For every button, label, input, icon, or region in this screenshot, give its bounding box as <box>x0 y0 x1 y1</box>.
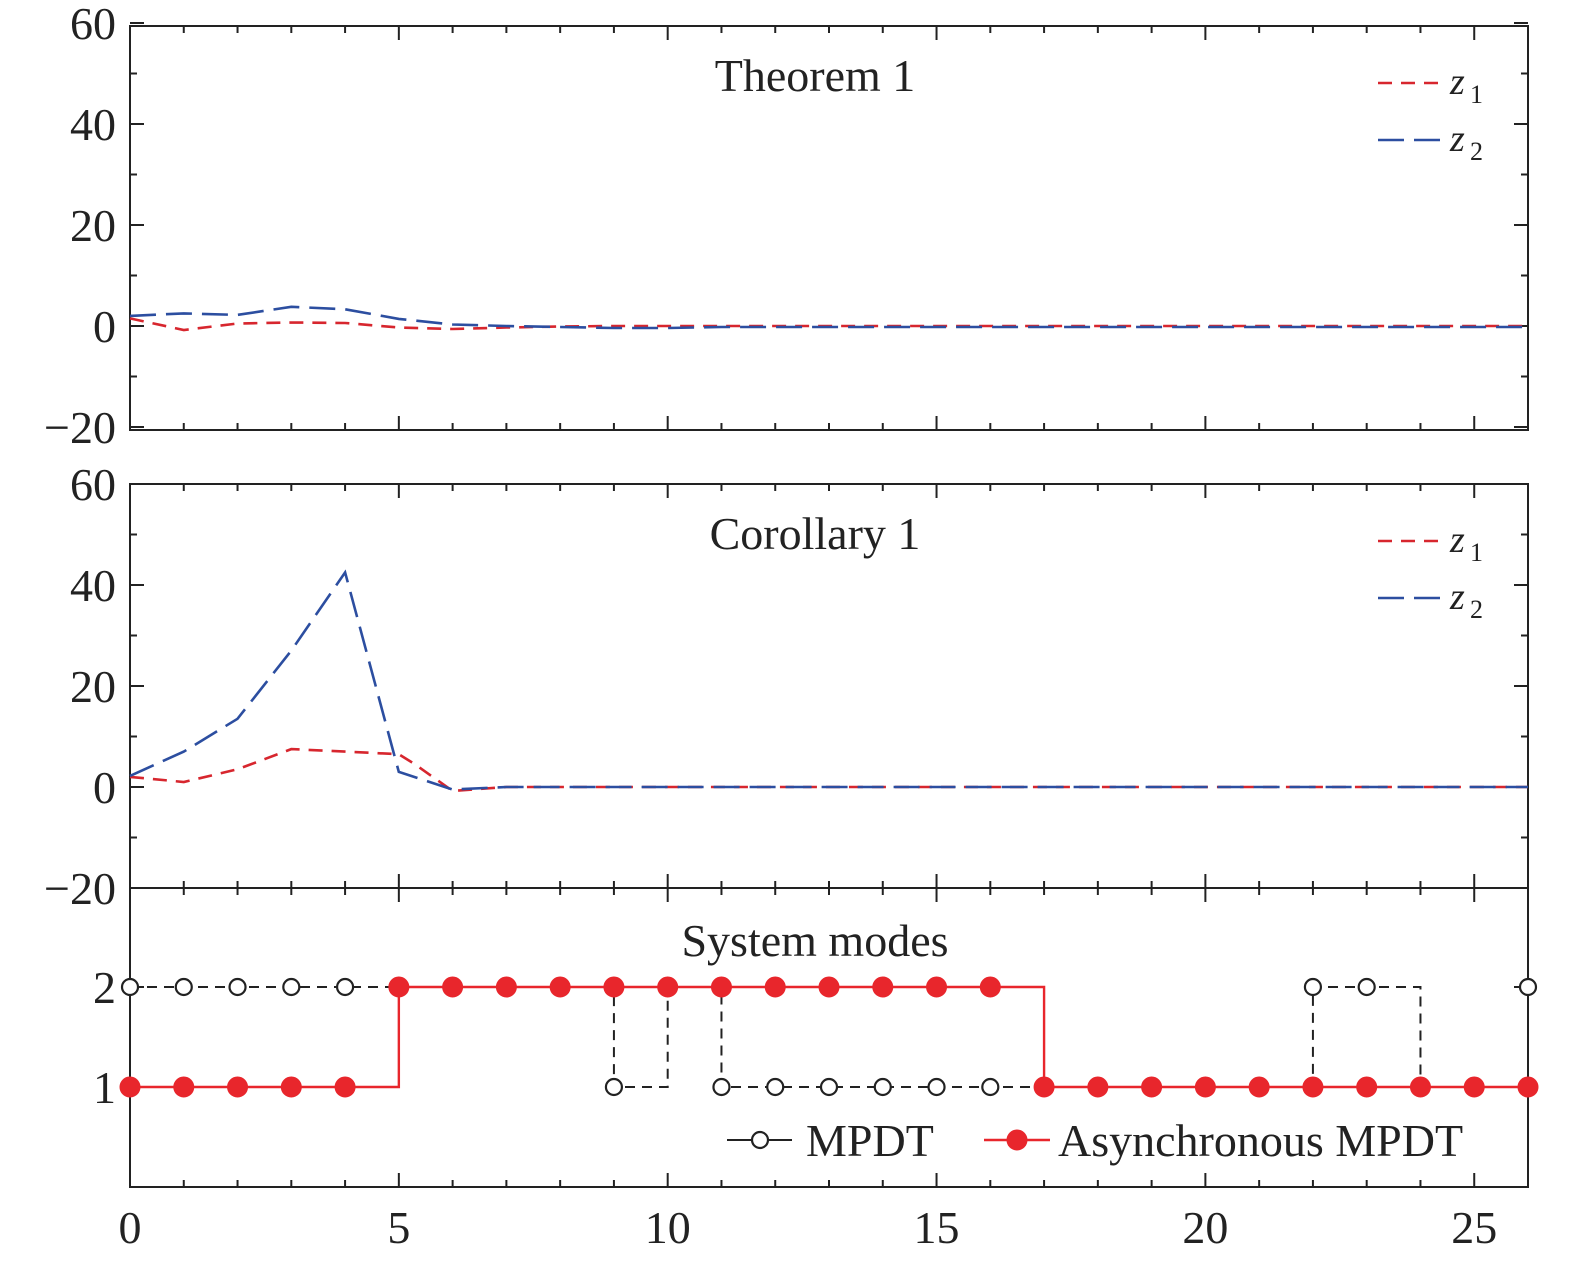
y-tick-label: 1 <box>93 1062 116 1113</box>
mpdt-marker <box>927 1077 946 1097</box>
async-mpdt-marker <box>979 976 1001 998</box>
x-tick-label: 15 <box>914 1202 960 1253</box>
mpdt-marker <box>981 1077 1000 1097</box>
x-tick-label: 10 <box>645 1202 691 1253</box>
y-tick-label: −20 <box>44 863 116 914</box>
async-mpdt-marker <box>1194 1076 1216 1098</box>
async-mpdt-marker <box>388 976 410 998</box>
y-tick-label: −20 <box>44 402 116 453</box>
legend-label: MPDT <box>806 1115 934 1166</box>
mpdt-marker <box>174 977 193 997</box>
async-mpdt-marker <box>872 976 894 998</box>
legend-label: z <box>1449 61 1465 103</box>
async-mpdt-marker <box>119 1076 141 1098</box>
mpdt-marker <box>335 977 355 997</box>
series-line-z2 <box>129 305 1528 330</box>
legend: MPDT Asynchronous MPDT <box>727 1115 1463 1166</box>
legend-marker <box>1006 1129 1028 1151</box>
mpdt-marker <box>1357 977 1376 997</box>
mpdt-marker <box>282 977 301 997</box>
legend-subscript: 1 <box>1470 80 1483 109</box>
mpdt-marker <box>712 1077 731 1097</box>
mpdt-marker <box>120 977 140 997</box>
mpdt-marker <box>1518 977 1538 997</box>
legend-subscript: 2 <box>1470 137 1483 166</box>
async-mpdt-marker <box>818 976 840 998</box>
async-mpdt-marker <box>1087 1076 1109 1098</box>
async-mpdt-marker <box>926 976 948 998</box>
y-tick-label: 60 <box>70 459 116 510</box>
series-line-z2 <box>129 569 1528 791</box>
async-mpdt-marker <box>710 976 732 998</box>
legend: z 1z 2 <box>1378 61 1483 166</box>
panel-title: Corollary 1 <box>710 508 921 559</box>
async-mpdt-marker <box>495 976 517 998</box>
async-mpdt-marker <box>1033 1076 1055 1098</box>
y-tick-label: 40 <box>70 560 116 611</box>
series-line-z1 <box>129 747 1528 793</box>
async-mpdt-marker <box>1463 1076 1485 1098</box>
y-tick-label: 20 <box>70 661 116 712</box>
async-mpdt-marker <box>657 976 679 998</box>
panel-title: Theorem 1 <box>715 50 916 101</box>
async-mpdt-marker <box>173 1076 195 1098</box>
y-tick-label: 20 <box>70 200 116 251</box>
mpdt-marker <box>604 1077 624 1097</box>
async-mpdt-marker <box>334 1076 356 1098</box>
mpdt-marker <box>873 1077 892 1097</box>
async-mpdt-marker <box>227 1076 249 1098</box>
legend-subscript: 1 <box>1470 538 1483 567</box>
legend-marker <box>750 1130 770 1150</box>
legend: z 1z 2 <box>1378 519 1483 624</box>
legend-label: z <box>1449 519 1465 561</box>
x-tick-label: 5 <box>387 1202 410 1253</box>
y-tick-label: 60 <box>70 0 116 49</box>
panel-title: System modes <box>681 915 948 966</box>
legend-label: z <box>1449 118 1465 160</box>
mpdt-marker <box>1303 977 1323 997</box>
legend-label: z <box>1449 576 1465 618</box>
x-tick-label: 20 <box>1182 1202 1228 1253</box>
mpdt-marker <box>228 977 247 997</box>
async-mpdt-marker <box>603 976 625 998</box>
async-mpdt-marker <box>1141 1076 1163 1098</box>
async-mpdt-marker <box>1517 1076 1539 1098</box>
async-mpdt-marker <box>442 976 464 998</box>
legend-subscript: 2 <box>1470 595 1483 624</box>
y-tick-label: 2 <box>93 962 116 1013</box>
y-tick-label: 0 <box>93 762 116 813</box>
mpdt-marker <box>819 1077 839 1097</box>
legend-label: Asynchronous MPDT <box>1058 1115 1463 1166</box>
x-tick-label: 0 <box>119 1202 142 1253</box>
async-mpdt-marker <box>764 976 786 998</box>
async-mpdt-marker <box>1409 1076 1431 1098</box>
async-mpdt-step-line <box>130 985 1528 1089</box>
async-mpdt-marker <box>1356 1076 1378 1098</box>
async-mpdt-marker <box>549 976 571 998</box>
mpdt-step-line <box>130 986 1529 1088</box>
y-tick-label: 0 <box>93 301 116 352</box>
async-mpdt-marker <box>280 1076 302 1098</box>
async-mpdt-marker <box>1248 1076 1270 1098</box>
x-tick-label: 25 <box>1451 1202 1497 1253</box>
async-mpdt-marker <box>1302 1076 1324 1098</box>
y-tick-label: 40 <box>70 99 116 150</box>
mpdt-marker <box>766 1077 785 1097</box>
